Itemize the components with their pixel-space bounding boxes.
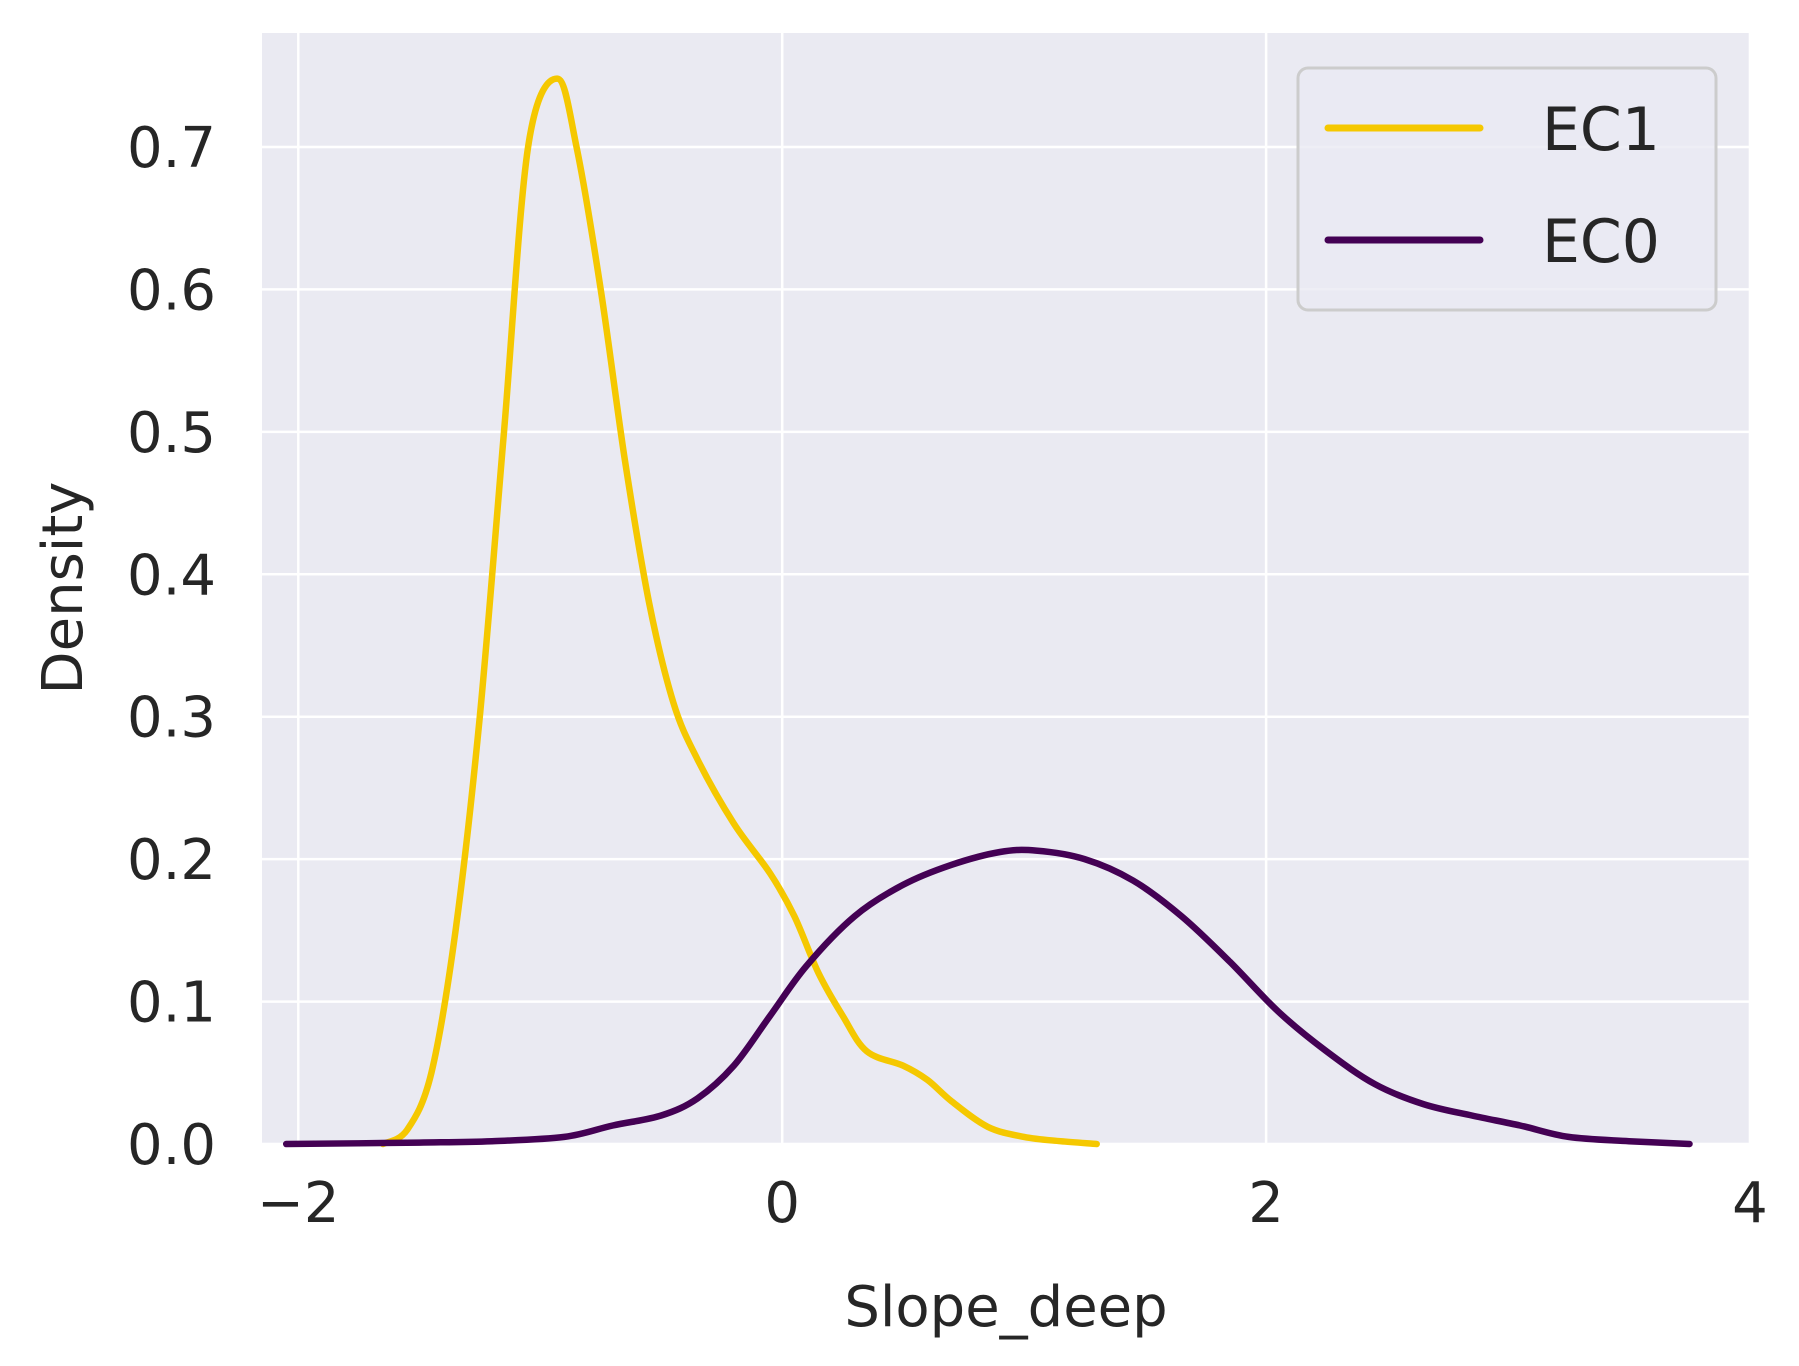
y-axis-ticks: 0.0 0.1 0.2 0.3 0.4 0.5 0.6 0.7 (127, 116, 216, 1178)
y-tick-label-1: 0.1 (127, 971, 216, 1036)
legend: EC1 EC0 (1296, 66, 1718, 312)
y-axis-title: Density (31, 482, 96, 695)
y-tick-label-7: 0.7 (127, 116, 216, 181)
y-tick-label-5: 0.5 (127, 401, 216, 466)
y-tick-label-3: 0.3 (127, 686, 216, 751)
x-tick-label-0: −2 (257, 1171, 340, 1236)
y-tick-label-4: 0.4 (127, 543, 216, 608)
x-tick-label-3: 4 (1732, 1171, 1768, 1236)
curves (282, 75, 1693, 1148)
legend-label-ec0: EC0 (1542, 207, 1660, 277)
y-tick-label-0: 0.0 (127, 1113, 216, 1178)
x-tick-label-2: 2 (1248, 1171, 1284, 1236)
series-line-ec0 (282, 846, 1693, 1148)
y-tick-label-2: 0.2 (127, 828, 216, 893)
legend-label-ec1: EC1 (1542, 95, 1660, 165)
x-tick-label-1: 0 (764, 1171, 800, 1236)
x-axis-ticks: −2 0 2 4 (257, 1171, 1768, 1236)
x-axis-title: Slope_deep (844, 1275, 1167, 1340)
series-line-ec1 (379, 75, 1100, 1148)
y-tick-label-6: 0.6 (127, 258, 216, 323)
